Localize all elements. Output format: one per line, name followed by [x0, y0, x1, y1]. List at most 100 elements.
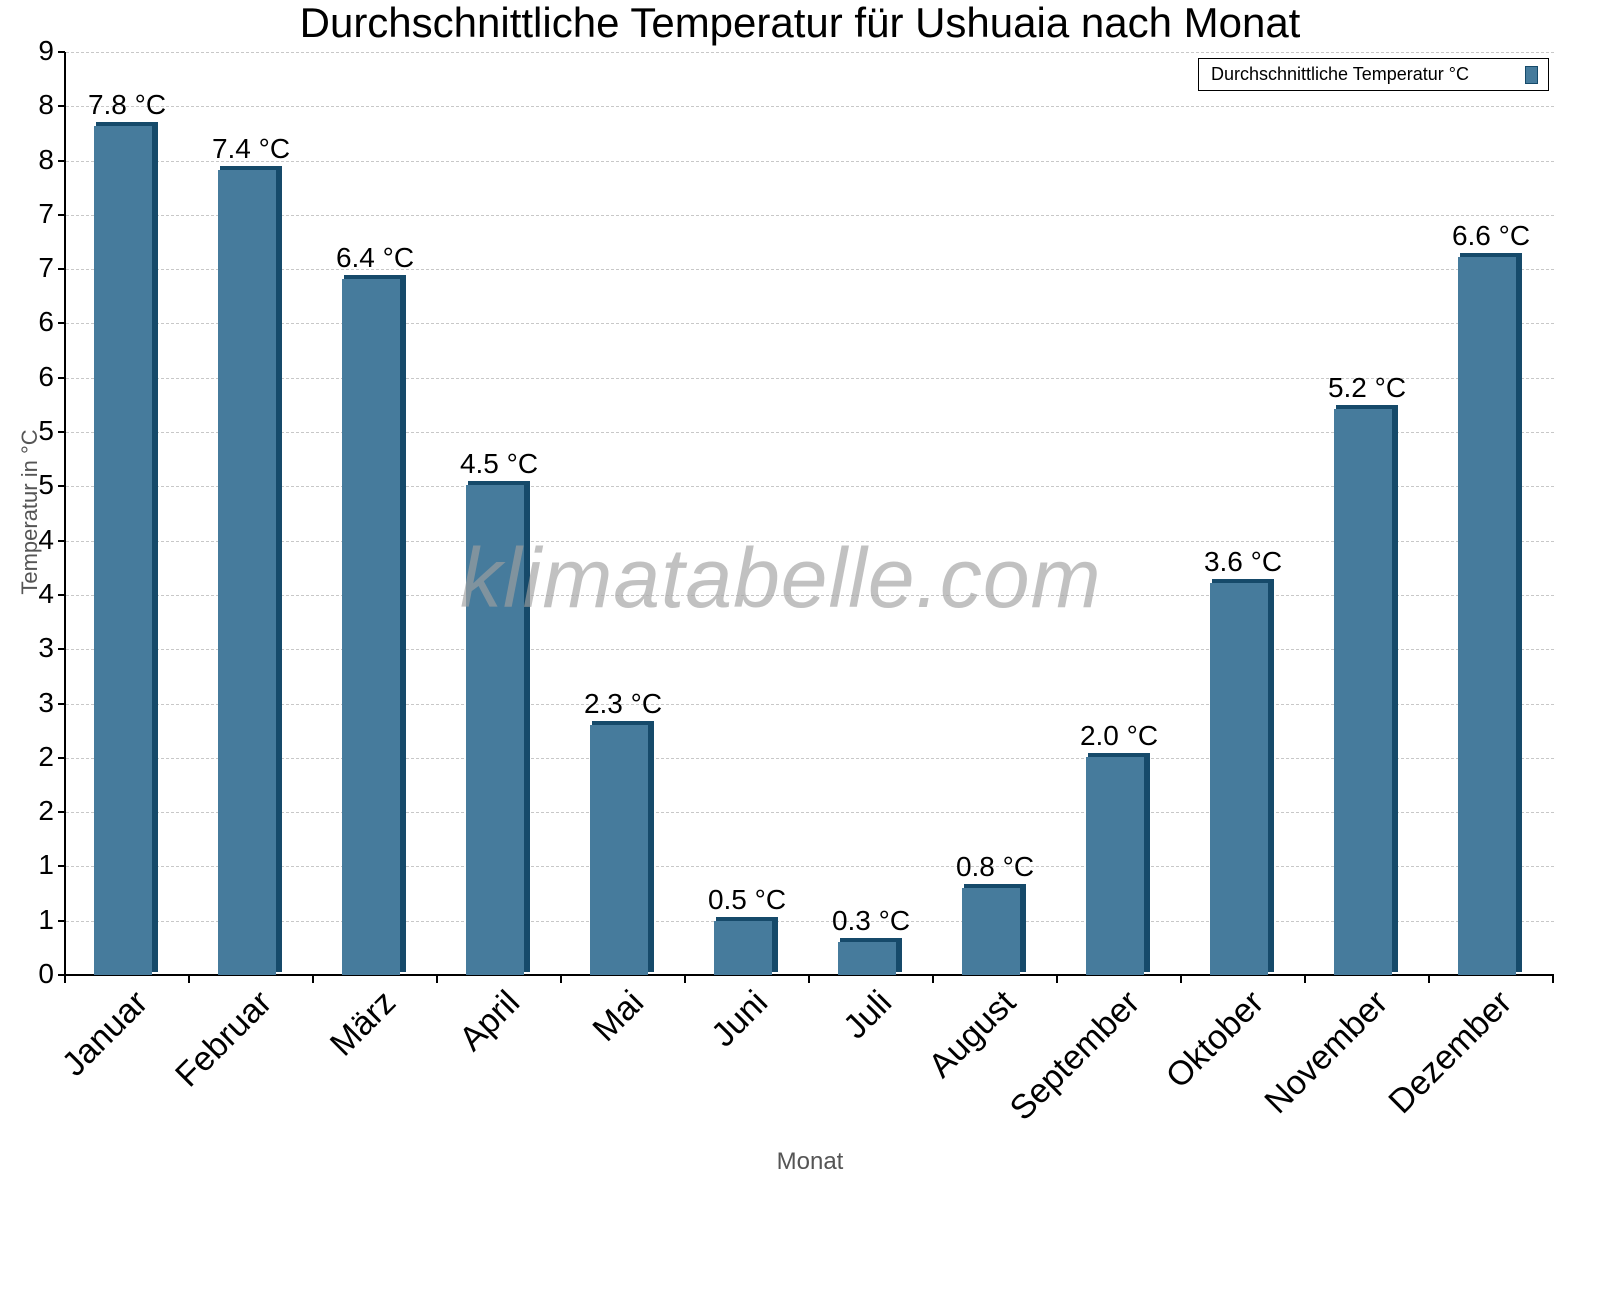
x-tick	[188, 975, 190, 983]
y-axis-title: Temperatur in °C	[17, 429, 42, 595]
bar-side	[400, 274, 406, 972]
y-tick	[58, 485, 65, 488]
y-tick	[58, 648, 65, 651]
bar-top	[1088, 753, 1150, 758]
gridline	[66, 269, 1554, 271]
bar-september	[1086, 757, 1144, 975]
bar-side	[1144, 753, 1150, 972]
data-label: 0.3 °C	[831, 905, 911, 937]
bar-top	[468, 481, 530, 486]
bar-april	[466, 485, 524, 975]
data-label: 5.2 °C	[1327, 372, 1407, 404]
data-label: 7.8 °C	[87, 89, 167, 121]
bar-dezember	[1458, 256, 1516, 975]
bar-side	[1516, 252, 1522, 972]
y-tick	[58, 268, 65, 271]
y-tick	[58, 159, 65, 162]
y-tick	[58, 213, 65, 216]
bar-oktober	[1210, 583, 1268, 975]
data-label: 0.5 °C	[707, 883, 787, 915]
x-axis-title: Monat	[776, 1148, 844, 1175]
gridline	[66, 649, 1554, 651]
bar-side	[1392, 405, 1398, 972]
bar-top	[1212, 579, 1274, 584]
data-label: 0.8 °C	[955, 850, 1035, 882]
bar-top	[220, 165, 282, 170]
bar-mai	[590, 724, 648, 975]
y-tick-label: 3	[38, 686, 54, 718]
x-tick	[312, 975, 314, 983]
bar-side	[648, 720, 654, 972]
bar-top	[592, 720, 654, 725]
gridline	[66, 812, 1554, 814]
y-tick	[58, 974, 65, 976]
bar-top	[1460, 252, 1522, 257]
x-tick	[1304, 975, 1306, 983]
bar-side	[772, 916, 778, 972]
data-label: 7.4 °C	[211, 132, 291, 164]
y-tick-label: 9	[38, 35, 54, 66]
y-tick-label: 1	[38, 849, 54, 881]
gridline	[66, 540, 1554, 542]
bar-november	[1334, 409, 1392, 975]
bar-märz	[342, 278, 400, 975]
x-tick	[64, 975, 66, 983]
gridline	[66, 757, 1554, 759]
data-label: 6.6 °C	[1451, 219, 1531, 251]
y-tick-label: 4	[38, 577, 54, 609]
y-tick	[58, 322, 65, 325]
x-tick	[808, 975, 810, 983]
y-tick-label: 6	[38, 306, 54, 338]
bar-juni	[714, 920, 772, 975]
y-tick	[58, 811, 65, 814]
bar-top	[344, 274, 406, 279]
bar-top	[96, 122, 158, 127]
bar-top	[840, 938, 902, 943]
bar-top	[716, 916, 778, 921]
x-tick	[684, 975, 686, 983]
y-tick-label: 0	[38, 958, 54, 989]
gridline	[66, 52, 1554, 53]
gridline	[66, 160, 1554, 162]
bar-top	[1336, 405, 1398, 410]
gridline	[66, 920, 1554, 922]
y-tick-label: 8	[38, 143, 54, 175]
x-tick	[436, 975, 438, 983]
data-label: 6.4 °C	[335, 241, 415, 273]
gridline	[66, 377, 1554, 379]
y-tick-label: 7	[38, 252, 54, 284]
y-tick-label: 6	[38, 360, 54, 392]
y-tick-label: 5	[38, 415, 54, 447]
bar-top	[964, 883, 1026, 888]
legend-swatch-icon	[1525, 66, 1538, 84]
bar-august	[962, 887, 1020, 975]
y-tick	[58, 702, 65, 705]
bar-side	[524, 481, 530, 972]
gridline	[66, 866, 1554, 868]
x-tick	[932, 975, 934, 983]
y-tick	[58, 593, 65, 596]
y-tick-label: 8	[38, 89, 54, 121]
y-tick-label: 1	[38, 903, 54, 935]
y-tick	[58, 539, 65, 542]
data-label: 2.3 °C	[583, 687, 663, 719]
data-label: 4.5 °C	[459, 448, 539, 480]
bar-side	[1268, 579, 1274, 972]
data-label: 3.6 °C	[1203, 546, 1283, 578]
watermark: klimatabelle.com	[460, 531, 1102, 625]
legend-label: Durchschnittliche Temperatur °C	[1211, 64, 1469, 84]
y-tick	[58, 51, 65, 53]
y-tick-label: 5	[38, 469, 54, 501]
bar-side	[152, 122, 158, 972]
y-tick-label: 2	[38, 740, 54, 772]
y-tick-label: 3	[38, 632, 54, 664]
bar-side	[1020, 883, 1026, 972]
bar-februar	[218, 169, 276, 975]
legend: Durchschnittliche Temperatur °C	[1198, 58, 1549, 91]
bar-januar	[94, 126, 152, 975]
bar-side	[896, 938, 902, 972]
y-tick	[58, 376, 65, 379]
data-label: 2.0 °C	[1079, 720, 1159, 752]
x-tick	[1552, 975, 1554, 983]
y-tick-label: 2	[38, 795, 54, 827]
